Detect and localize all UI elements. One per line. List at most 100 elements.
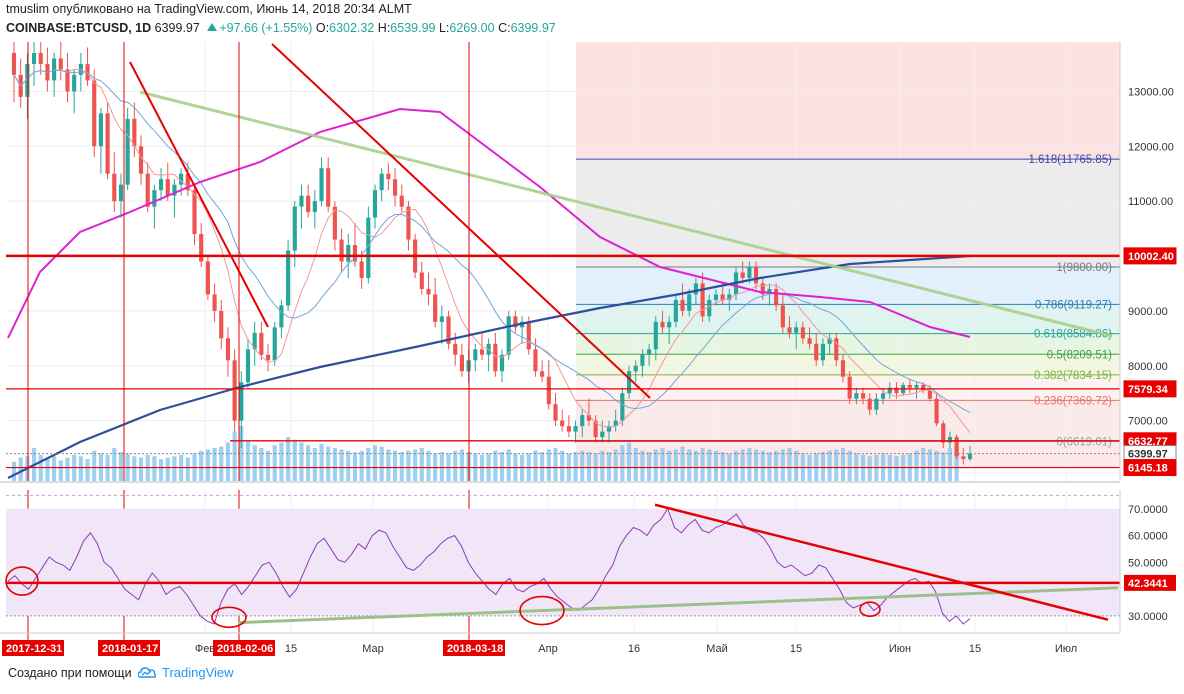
high-value: 6539.99 (390, 21, 436, 35)
candle-body (259, 332, 264, 355)
author-name[interactable]: tmuslim (6, 2, 50, 16)
date-flag-label: 2018-02-06 (217, 643, 273, 655)
rsi-highlight-ellipse (211, 606, 247, 629)
volume-bar (921, 448, 926, 481)
header-publish-line: tmuslim опубликовано на TradingView.com,… (6, 2, 412, 16)
fib-level-label: 0.382(7834.15) (1034, 370, 1112, 382)
volume-bar (65, 457, 70, 481)
candle-body (399, 195, 404, 207)
candle-body (840, 360, 846, 377)
volume-bar (941, 452, 946, 481)
candle-body (406, 206, 411, 240)
candle-body (954, 437, 959, 457)
volume-bar (867, 456, 872, 481)
volume-bar (299, 442, 304, 481)
candle-body (372, 190, 378, 218)
candle-body (794, 327, 799, 333)
volume-bar (132, 456, 137, 481)
volume-bar (914, 450, 919, 481)
candle-body (299, 195, 304, 207)
volume-bar (747, 448, 752, 481)
candle-body (626, 371, 632, 394)
volume-bar (332, 448, 337, 481)
candle-body (553, 404, 558, 421)
volume-bar (600, 450, 605, 481)
volume-bar (386, 449, 391, 481)
fib-zone-band (576, 333, 1120, 355)
volume-bar (319, 443, 324, 481)
volume-bar (339, 449, 344, 481)
volume-bar (52, 456, 57, 481)
volume-bar (493, 450, 498, 481)
candle-body (199, 234, 204, 262)
volume-bar (453, 450, 458, 481)
candle-body (306, 195, 311, 213)
volume-bar (58, 460, 63, 481)
volume-bar (426, 450, 431, 481)
candle-body (606, 426, 612, 432)
candle-body (593, 420, 598, 438)
rsi-tick-label: 30.0000 (1128, 611, 1168, 623)
last-price: 6399.97 (154, 21, 200, 35)
volume-bar (540, 452, 545, 481)
symbol-label[interactable]: COINBASE:BTCUSD, 1D (6, 21, 152, 35)
volume-bar (152, 456, 157, 481)
volume-bar (660, 448, 665, 481)
publish-info: опубликовано на TradingView.com, Июнь 14… (52, 2, 412, 16)
fib-zone-band (576, 266, 1120, 305)
volume-bar (753, 449, 759, 481)
volume-bar (733, 450, 739, 481)
volume-bar (45, 459, 50, 481)
price-flag-label: 10002.40 (1128, 251, 1174, 263)
candle-body (138, 146, 144, 174)
candle-body (446, 316, 451, 344)
date-flag-label: 2018-03-18 (447, 643, 503, 655)
volume-bar (606, 452, 612, 481)
volume-bar (359, 450, 364, 481)
candle-body (667, 321, 672, 328)
candle-body (352, 245, 358, 262)
candle-body (152, 190, 157, 207)
volume-bar (947, 448, 953, 481)
candle-body (105, 113, 110, 174)
volume-bar (667, 450, 672, 481)
price-and-rsi-chart[interactable]: 1.618(11765.85) 1(9800.00) 0.786(9119.27) 0… (0, 42, 1184, 658)
volume-bar (653, 449, 658, 481)
tradingview-logo[interactable]: TradingView (138, 665, 234, 680)
price-tick-label: 8000.00 (1128, 361, 1168, 373)
candle-body (941, 423, 946, 443)
candle-body (232, 360, 237, 421)
time-tick-label: Июл (1055, 643, 1077, 655)
candle-body (38, 52, 43, 64)
candle-body (459, 354, 464, 372)
volume-bar (506, 449, 511, 481)
volume-bar (673, 449, 678, 481)
rsi-red-trendline (654, 503, 1109, 621)
date-flag (443, 640, 505, 656)
candle-body (566, 426, 571, 432)
candle-body (159, 179, 164, 191)
candle-body (680, 299, 685, 311)
candle-body (720, 294, 725, 300)
rsi-level-flag-label: 42.3441 (1128, 578, 1168, 590)
candle-body (620, 393, 625, 421)
candle-body (433, 294, 438, 322)
candle-body (212, 294, 217, 311)
created-with-text: Создано при помощи (8, 666, 132, 680)
candle-body (747, 266, 752, 278)
candle-body (245, 349, 251, 383)
date-flag-label: 2017-12-31 (6, 643, 62, 655)
price-flag-label: 6145.18 (1128, 463, 1168, 475)
candle-body (279, 305, 284, 328)
candle-body (700, 283, 705, 317)
volume-bar (687, 449, 692, 481)
volume-bar (112, 448, 117, 481)
candle-body (65, 69, 70, 92)
candle-body (814, 343, 819, 361)
volume-bar (185, 457, 190, 481)
candle-body (205, 261, 210, 295)
candle-body (265, 354, 271, 361)
candle-body (219, 310, 224, 339)
volume-bar (413, 449, 418, 481)
volume-bar (580, 450, 585, 481)
